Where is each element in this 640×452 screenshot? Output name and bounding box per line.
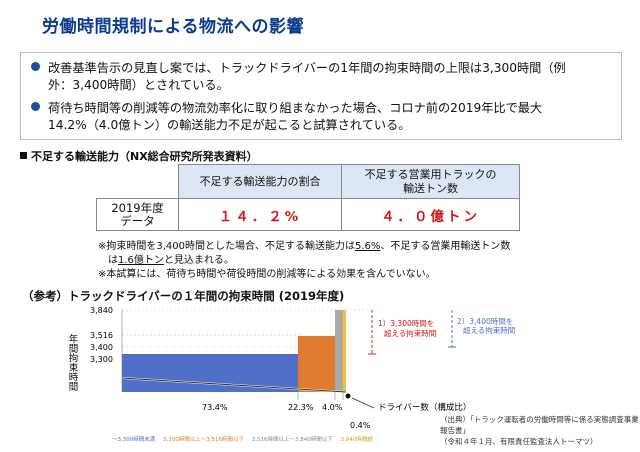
x-axis-label: ドライバー数（構成比）	[378, 402, 471, 413]
driver-trend-line	[121, 377, 347, 393]
legend-item: 3,516時間以上～3,840時間以下	[251, 437, 333, 443]
table-row-label: 2019年度 データ	[96, 198, 179, 231]
legend-item: 3,300時間以上～3,516時間以下	[163, 437, 244, 443]
summary-bullet-1-cont: 外：3,400時間）とされている。	[48, 78, 229, 92]
legend-item: 3,840時間超	[340, 437, 373, 443]
y-tick-label: 3,400	[90, 343, 113, 352]
table-row: 2019年度 データ １４．２% ４．０億トン	[96, 198, 520, 231]
legend-item: ～3,300時間未満	[112, 437, 156, 443]
shortage-table: 不足する輸送能力の割合 不足する営業用トラックの 輸送トン数 2019年度 デー…	[96, 164, 520, 231]
share-label: 22.3%	[288, 403, 314, 412]
bullet-dot-icon	[31, 62, 40, 71]
share-label: 73.4%	[202, 403, 228, 412]
y-axis-label: 年間拘束時間	[67, 333, 79, 392]
share-label: 0.4%	[350, 421, 371, 430]
share-label: 4.0%	[322, 403, 343, 412]
note-1: ※拘束時間を3,400時間とした場合、不足する輸送能力は5.6%、不足する営業用…	[98, 241, 511, 252]
y-tick-label: 3,516	[90, 331, 113, 340]
annotation-3400-line2: 超える拘束時間	[463, 325, 515, 335]
shortage-tonnage-value: ４．０億トン	[341, 198, 520, 231]
section-heading: 不足する輸送能力（NX総合研究所発表資料）	[20, 148, 258, 164]
note-2: ※本試算には、荷待ち時間や荷役時間の削減等による効果を含んでいない。	[98, 269, 436, 280]
x-label-pointer	[351, 397, 375, 409]
driver-trend-line-bg	[121, 377, 347, 393]
summary-bullet-2: 荷待ち時間等の削減等の物流効率化に取り組まなかった場合、コロナ前の2019年比で…	[31, 100, 611, 116]
bullet-dot-icon	[31, 102, 40, 111]
page-title: 労働時間規制による物流への影響	[42, 17, 304, 37]
annotation-3300-line2: 超える拘束時間	[384, 328, 436, 338]
source-note: （出典）「トラック運転者の労働時間等に係る実態調査事業報告書」 （令和４年１月、…	[440, 415, 639, 446]
bar-segment-73-4	[122, 354, 298, 392]
square-bullet-icon	[20, 152, 27, 159]
table-header-tonnage: 不足する営業用トラックの 輸送トン数	[341, 164, 520, 199]
y-tick-label: 3,300	[90, 355, 113, 364]
note-1-cont: は1.6億トンと見込まれる。	[108, 255, 234, 266]
shortage-ratio-value: １４．２%	[177, 198, 343, 231]
bar-segment-22-3	[298, 336, 335, 392]
table-corner	[96, 164, 179, 199]
annotation-3400: 2）3,400時間を	[457, 317, 513, 326]
pointer-dot-icon	[345, 393, 351, 399]
table-header-ratio: 不足する輸送能力の割合	[177, 164, 343, 199]
annotation-3300: 1）3,300時間を	[378, 319, 434, 328]
summary-bullet-2-cont: 14.2%（4.0億トン）の輸送能力不足が起こると試算されている。	[48, 118, 411, 132]
y-tick-label: 3,840	[90, 306, 113, 315]
table-header-row: 不足する輸送能力の割合 不足する営業用トラックの 輸送トン数	[96, 164, 520, 199]
summary-bullet-1: 改善基準告示の見直し案では、トラックドライバーの1年間の拘束時間の上限は3,30…	[31, 60, 611, 76]
svg-text:年間拘束時間: 年間拘束時間	[67, 333, 79, 392]
chart-title: （参考）トラックドライバーの１年間の拘束時間 (2019年度)	[22, 289, 345, 303]
chart-legend: ～3,300時間未満 3,300時間以上～3,516時間以下 3,516時間以上…	[112, 435, 379, 443]
bar-segment-0-4	[343, 310, 346, 392]
summary-box: 改善基準告示の見直し案では、トラックドライバーの1年間の拘束時間の上限は3,30…	[20, 52, 622, 140]
bar-segment-4-0	[335, 310, 343, 392]
